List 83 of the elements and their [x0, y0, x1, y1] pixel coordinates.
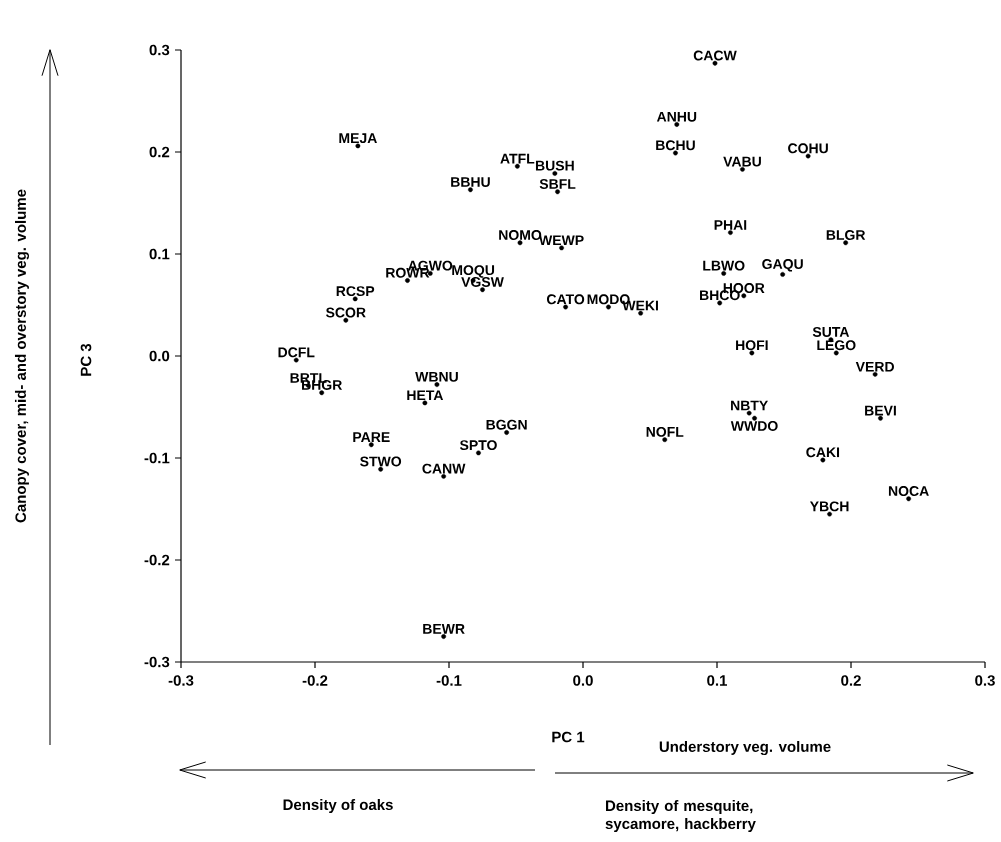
- data-label: NOCA: [888, 486, 929, 496]
- data-label: LEGO: [817, 340, 856, 351]
- text: Understory veg. volume: [659, 740, 831, 756]
- x-tick-label: -0.3: [168, 675, 194, 686]
- data-label: GAQU: [762, 259, 803, 272]
- point: [422, 400, 428, 406]
- data-label: PARE: [353, 432, 390, 442]
- y-tick-label: -0.2: [144, 554, 170, 566]
- y-tick-label: 0.2: [149, 146, 170, 158]
- data-label: VERD: [855, 361, 894, 372]
- point: [741, 293, 747, 299]
- y-tick-label: 0.0: [149, 350, 170, 362]
- data-label: BGGN: [486, 419, 527, 430]
- data-label: COHU: [788, 143, 828, 154]
- data-label: BEVI: [865, 405, 896, 416]
- point: [476, 450, 481, 456]
- data-label: BLGR: [826, 230, 866, 240]
- y-axis-title: PC 3: [80, 343, 92, 376]
- point: [319, 390, 325, 396]
- data-label: MOQU: [452, 265, 495, 278]
- data-label: NOFL: [646, 426, 684, 437]
- data-label: SPTO: [459, 440, 497, 451]
- data-label: RCSP: [336, 286, 375, 297]
- text: Density of mesquite, sycamore, hackberry: [605, 800, 756, 832]
- data-label: NBTY: [731, 400, 768, 411]
- point: [355, 143, 361, 149]
- data-label: CATO: [546, 294, 585, 305]
- y-tick-label: -0.3: [144, 656, 170, 668]
- point: [906, 496, 912, 502]
- point: [559, 245, 564, 251]
- x-tick-label: 0.1: [707, 675, 728, 686]
- data-label: DCFL: [278, 347, 315, 358]
- point: [674, 122, 680, 127]
- point: [368, 442, 374, 448]
- data-label: WBNU: [415, 371, 458, 382]
- data-label: ATFL: [500, 153, 535, 164]
- data-label: CANW: [422, 463, 466, 474]
- data-label: HETA: [407, 390, 444, 401]
- data-label: VABU: [723, 156, 761, 167]
- point: [752, 415, 757, 421]
- data-label: CAKI: [806, 447, 840, 458]
- x-tick-label: 0.2: [841, 675, 861, 686]
- data-label: HOFI: [736, 340, 768, 351]
- data-label: BEWR: [423, 624, 465, 634]
- point: [517, 240, 523, 246]
- data-label: SCOR: [326, 307, 366, 318]
- data-label: VGSW: [461, 276, 504, 287]
- data-label: MEJA: [339, 133, 377, 144]
- point: [555, 189, 560, 195]
- x-tick-label: 0.0: [573, 675, 593, 686]
- data-label: SBFL: [539, 179, 576, 189]
- data-label: LBWO: [703, 260, 745, 271]
- x-tick-label: -0.1: [436, 675, 462, 686]
- point: [352, 296, 358, 302]
- x-tick-label: 0.3: [975, 675, 995, 686]
- data-label: WWDO: [730, 421, 778, 431]
- data-label: YBCH: [809, 501, 849, 512]
- point: [480, 287, 485, 293]
- data-label: SUTA: [812, 326, 850, 337]
- text: Density of oaks: [283, 799, 393, 813]
- text: Canopy cover, mid- and overstory veg. volume: [14, 189, 30, 523]
- point: [468, 187, 473, 193]
- x-tick-label: -0.2: [302, 675, 328, 686]
- point: [780, 272, 786, 277]
- data-label: BCHU: [656, 140, 695, 151]
- point: [662, 437, 668, 443]
- data-label: CACW: [693, 50, 737, 61]
- point: [504, 430, 510, 435]
- point: [434, 382, 440, 387]
- y-tick-label: 0.1: [149, 248, 170, 260]
- y-tick-label: 0.3: [149, 44, 170, 56]
- data-label: PHAI: [714, 220, 747, 230]
- point: [441, 634, 447, 639]
- data-label: BBHU: [451, 177, 490, 187]
- data-label: BUSH: [535, 160, 574, 171]
- data-label: STWO: [360, 456, 402, 467]
- x-axis-title: PC 1: [552, 731, 585, 743]
- y-tick-label: -0.1: [144, 452, 170, 464]
- point: [728, 230, 733, 235]
- point: [405, 278, 410, 283]
- point: [552, 171, 558, 176]
- data-label: ANHU: [656, 111, 697, 122]
- point: [843, 240, 849, 246]
